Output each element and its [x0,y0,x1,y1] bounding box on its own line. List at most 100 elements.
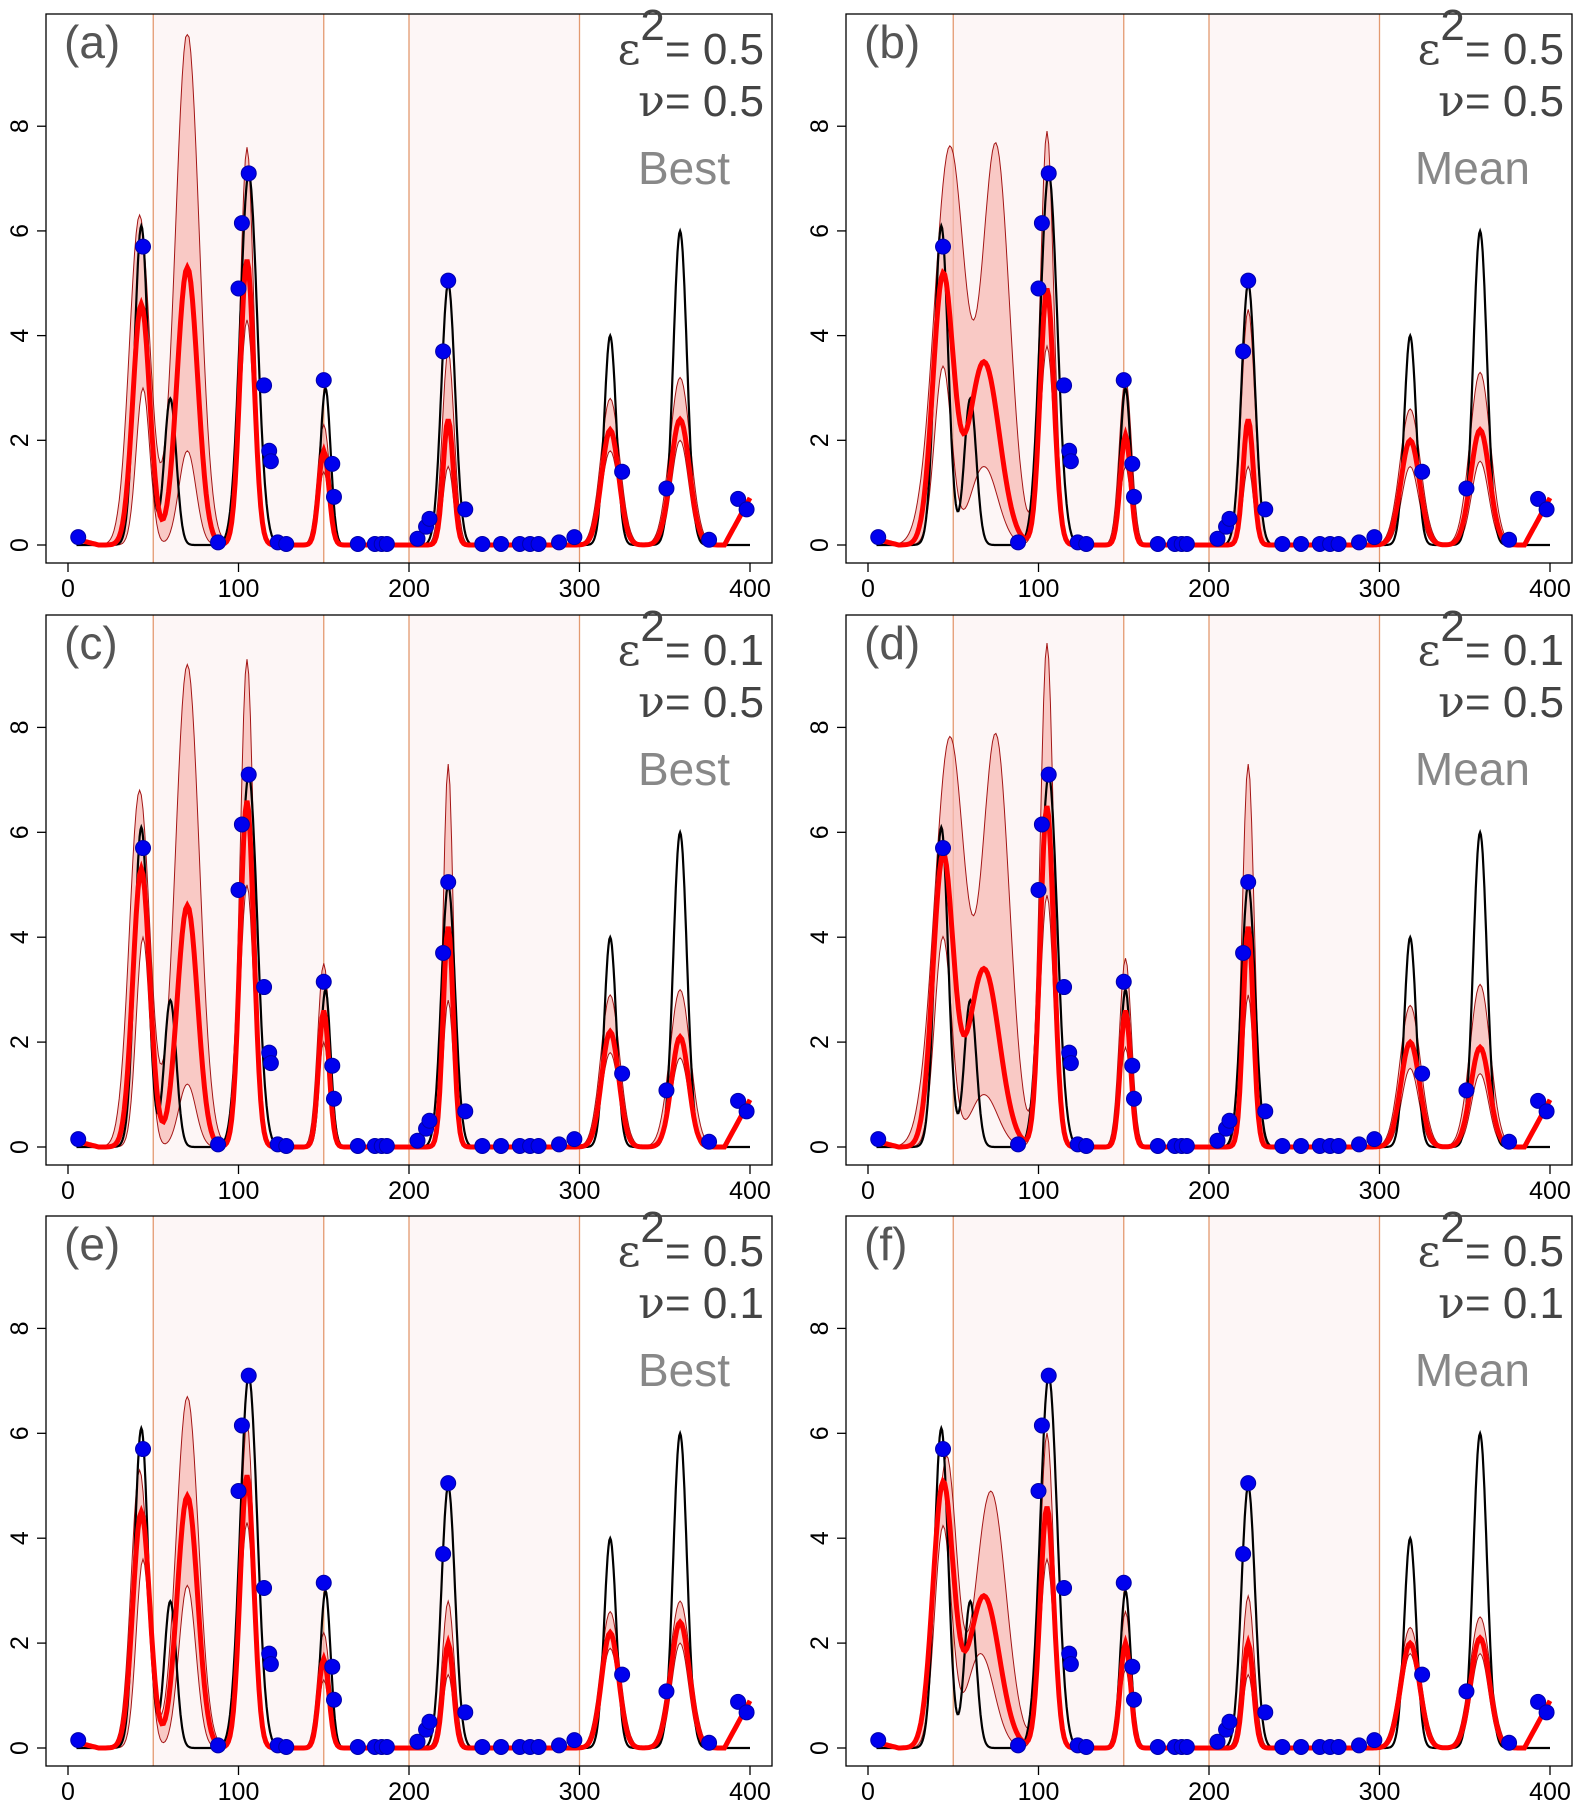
observation-point [701,1133,718,1150]
epsilon-param: ε2= 0.5 [1418,1203,1564,1277]
y-tick-label: 2 [806,1035,834,1049]
observation-point [135,238,152,255]
observation-point [210,1136,227,1153]
x-tick-label: 100 [218,1177,260,1205]
x-tick-label: 400 [1529,1778,1571,1804]
y-tick-label: 0 [806,1741,834,1755]
panel-label: (b) [864,16,920,68]
observation-point [1040,165,1057,182]
observation-point [1033,215,1050,232]
observation-point [1458,1082,1475,1099]
observation-point [457,1103,474,1120]
x-tick-label: 200 [388,575,430,603]
observation-point [1033,1417,1050,1434]
observation-point [1078,1137,1095,1154]
shaded-interval [409,1216,580,1766]
observation-point [457,1704,474,1721]
observation-point [474,535,491,552]
observation-point [1033,816,1050,833]
estimate-kind-label: Best [638,142,730,194]
observation-point [1538,1704,1555,1721]
x-tick-label: 100 [1018,1778,1060,1804]
y-tick-label: 6 [806,825,834,839]
observation-point [738,1103,755,1120]
observation-point [1414,1065,1431,1082]
observation-point [230,280,247,297]
observation-point [409,1132,426,1149]
observation-point [1351,534,1368,551]
y-tick-label: 8 [806,720,834,734]
observation-point [1062,1055,1079,1072]
x-tick-label: 400 [729,1778,771,1804]
observation-point [1010,1737,1027,1754]
x-tick-label: 200 [388,1778,430,1804]
observation-point [1274,1738,1291,1755]
x-tick-label: 200 [1188,1177,1230,1205]
observation-point [1040,1367,1057,1384]
observation-point [457,501,474,518]
x-tick-label: 400 [729,575,771,603]
observation-point [1209,1132,1226,1149]
observation-point [1235,1545,1252,1562]
observation-point [262,453,279,470]
observation-point [1010,534,1027,551]
nu-param: ν= 0.1 [1438,1278,1564,1329]
estimate-kind-label: Mean [1415,743,1530,795]
x-tick-label: 200 [1188,1778,1230,1804]
observation-point [349,1137,366,1154]
observation-point [1030,882,1047,898]
y-tick-label: 2 [6,1636,34,1650]
observation-point [349,1738,366,1755]
observation-point [1366,529,1383,546]
y-tick-label: 0 [806,1140,834,1154]
epsilon-param: ε2= 0.5 [1418,1,1564,75]
observation-point [435,1545,452,1562]
observation-point [324,455,341,472]
observation-point [1530,1092,1547,1109]
panel-f: 0 100 200 300 400 0 2 4 6 8 (f) ε2= 0.5ν= 0.1 Mean [806,1203,1573,1804]
y-tick-label: 4 [806,1531,834,1545]
observation-point [1330,1738,1347,1755]
observation-point [1209,1733,1226,1750]
observation-point [493,1137,510,1154]
observation-point [210,1737,227,1754]
observation-point [1274,1137,1291,1154]
observation-point [278,1738,295,1755]
observation-point [935,840,952,857]
observation-point [409,530,426,547]
observation-point [315,372,332,389]
observation-point [325,488,342,505]
observation-point [421,510,438,527]
x-tick-label: 100 [1018,575,1060,603]
x-tick-label: 0 [61,575,75,603]
shaded-interval [409,615,580,1165]
x-tick-label: 300 [1359,1177,1401,1205]
observation-point [233,1417,250,1434]
epsilon-param: ε2= 0.1 [618,602,764,676]
observation-point [1040,766,1057,783]
observation-point [262,1055,279,1072]
epsilon-param: ε2= 0.5 [618,1203,764,1277]
observation-point [1330,535,1347,552]
panel-label: (d) [864,617,920,669]
observation-point [278,1137,295,1154]
observation-point [1240,272,1257,289]
observation-point [421,1112,438,1129]
y-tick-label: 4 [6,329,34,343]
observation-point [1366,1131,1383,1148]
observation-point [701,1734,718,1751]
observation-point [1414,463,1431,480]
observation-point [230,882,247,898]
estimate-kind-label: Best [638,1344,730,1396]
observation-point [315,1574,332,1591]
observation-point [1078,535,1095,552]
y-tick-label: 6 [6,1426,34,1440]
panel-b: 0 100 200 300 400 0 2 4 6 8 (b) ε2= 0.5ν= 0.5 Mean [806,1,1573,603]
observation-point [1538,1103,1555,1120]
observation-point [1010,1136,1027,1153]
observation-point [256,377,273,394]
observation-point [935,238,952,255]
x-tick-label: 0 [61,1778,75,1804]
observation-point [1056,979,1073,996]
observation-point [551,1737,568,1754]
